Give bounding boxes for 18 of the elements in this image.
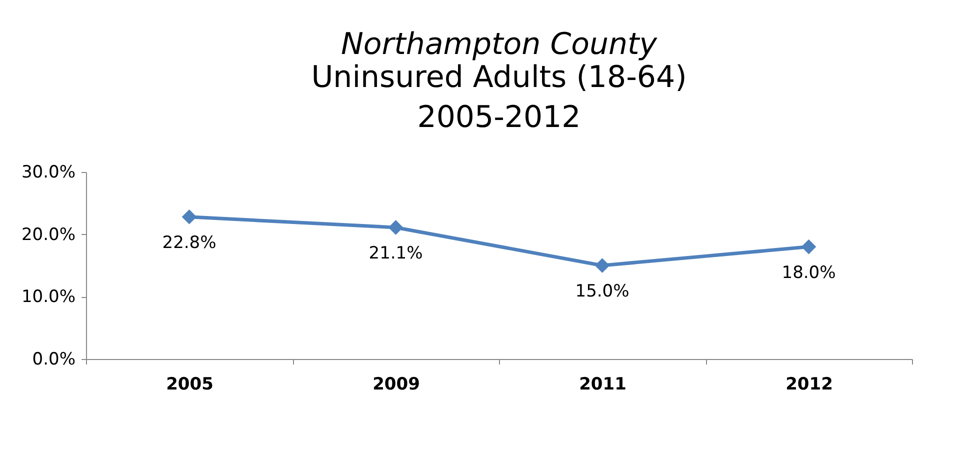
x-tick-label: 2005 [166,374,214,394]
data-label: 15.0% [575,282,630,302]
x-tick-label: 2011 [579,374,626,394]
x-tick-label: 2009 [372,374,420,394]
y-tick-label: 10.0% [21,287,76,308]
y-tick-label: 20.0% [21,224,76,245]
chart-title: Northampton County [340,27,658,62]
data-label: 21.1% [368,243,423,264]
y-tick-label: 30.0% [21,162,76,182]
x-tick-label: 2012 [786,374,833,394]
y-tick-label: 0.0% [32,350,76,370]
data-label: 22.8% [162,232,216,253]
data-label: 18.0% [782,262,836,283]
point [182,209,197,224]
point [594,258,610,273]
point [801,239,816,254]
chart-subtitle: Uninsured Adults (18-64) 2005-2012 [311,60,687,135]
point [388,220,404,235]
